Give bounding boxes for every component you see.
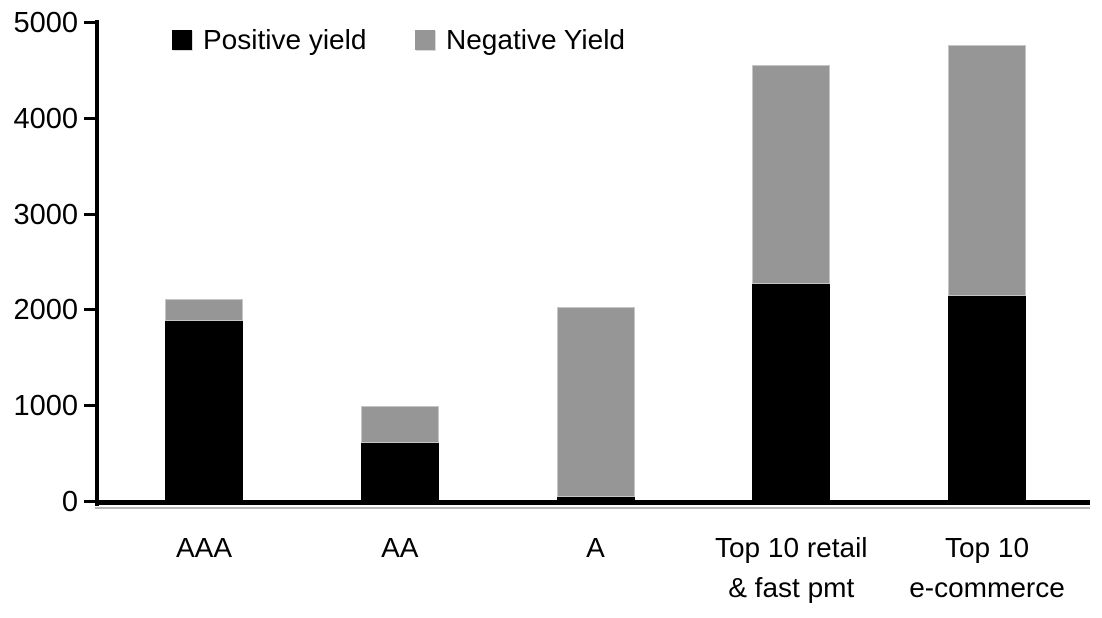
y-axis-tick-label: 4000 bbox=[13, 102, 78, 135]
y-axis-tick-label: 3000 bbox=[13, 198, 78, 231]
y-axis-tick bbox=[84, 116, 96, 120]
legend-swatch-negative-yield bbox=[415, 30, 435, 50]
legend-item-negative-yield: Negative Yield bbox=[415, 22, 625, 58]
bar-segment-positive-yield-2 bbox=[556, 497, 635, 502]
x-axis-label-4: Top 10 e-commerce bbox=[909, 532, 1065, 603]
y-axis-tick bbox=[84, 500, 96, 503]
y-axis-tick-label: 5000 bbox=[13, 7, 78, 39]
y-axis-tick bbox=[84, 308, 96, 312]
legend-label-positive-yield: Positive yield bbox=[203, 24, 367, 55]
y-axis-tick-label: 1000 bbox=[13, 390, 78, 423]
bar-segment-negative-yield-0 bbox=[165, 298, 243, 321]
legend-item-positive-yield: Positive yield bbox=[172, 22, 366, 58]
x-axis-label-0: AAA bbox=[175, 532, 233, 563]
bar-segment-negative-yield-4 bbox=[948, 45, 1026, 297]
y-axis-tick bbox=[84, 21, 96, 24]
bar-segment-positive-yield-4 bbox=[948, 296, 1026, 502]
bar-segment-negative-yield-2 bbox=[556, 307, 635, 498]
bar-segment-positive-yield-0 bbox=[165, 320, 243, 502]
bar-segment-positive-yield-1 bbox=[360, 442, 439, 502]
y-axis-tick-label: 0 bbox=[61, 486, 78, 518]
x-axis-label-3: Top 10 retail & fast pmt bbox=[714, 532, 868, 603]
y-axis-line bbox=[95, 20, 99, 506]
bar-segment-negative-yield-1 bbox=[360, 406, 439, 443]
bar-segment-positive-yield-3 bbox=[752, 283, 831, 502]
y-axis-tick bbox=[84, 404, 96, 408]
x-axis-label-2: A bbox=[586, 532, 605, 563]
y-axis-tick-label: 2000 bbox=[13, 294, 78, 327]
y-axis-tick bbox=[84, 212, 96, 216]
bar-segment-negative-yield-3 bbox=[752, 65, 831, 284]
legend-swatch-positive-yield bbox=[172, 30, 192, 50]
x-axis-line bbox=[95, 500, 1090, 505]
x-axis-shadow-line bbox=[95, 507, 1090, 509]
legend-label-negative-yield: Negative Yield bbox=[446, 24, 626, 55]
x-axis-label-1: AA bbox=[381, 532, 419, 563]
